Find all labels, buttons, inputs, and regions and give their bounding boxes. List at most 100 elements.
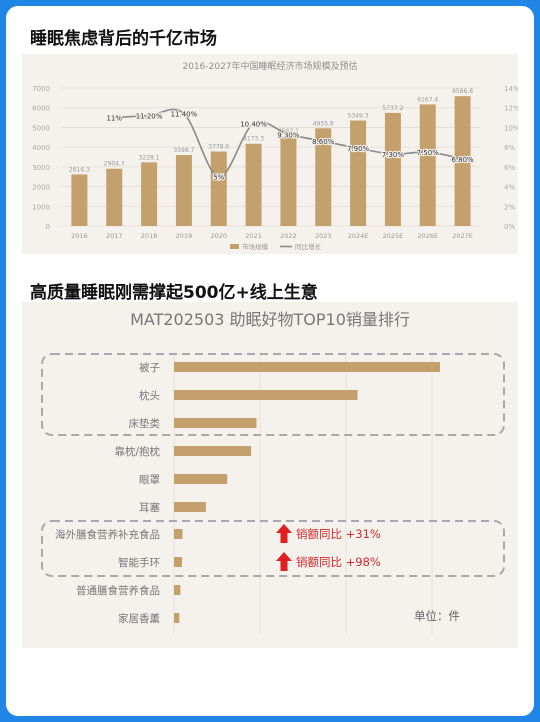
growth-rate-label: 6.80% [451,156,474,164]
category-label: 枕头 [139,389,160,402]
category-label: 耳塞 [139,501,160,514]
left-axis-tick-label: 0 [46,223,50,231]
growth-highlight-box [41,520,505,577]
growth-rate-label: 11.40% [171,111,198,119]
growth-rate-line [114,108,463,178]
x-axis-tick-label: 2020 [210,232,227,240]
right-axis-tick-label: 14% [504,85,518,93]
growth-rate-label: 11.20% [136,113,163,121]
left-axis-tick-label: 3000 [32,164,50,172]
sales-bar [174,529,183,539]
sales-bar [174,390,358,400]
category-label: 被子 [139,361,160,374]
category-label: 普通膳食营养食品 [76,584,160,597]
growth-rate-label: 9.30% [277,131,300,139]
x-axis-tick-label: 2026E [417,232,438,240]
market-size-bar [71,174,88,226]
left-axis-tick-label: 1000 [32,203,50,211]
sales-bar [174,362,440,372]
market-size-bar [419,104,436,226]
market-size-chart: 2016-2027年中国睡眠经济市场规模及预估 0 1000 2000 3000 4000… [32,60,520,251]
bar-value-label: 3598.7 [173,147,194,154]
market-size-bar [280,136,297,226]
section-heading-market: 睡眠焦虑背后的千亿市场 [30,29,217,49]
bar-value-label: 6586.8 [452,88,473,95]
right-axis-tick-label: 10% [504,124,518,132]
x-axis-tick-label: 2017 [106,232,123,240]
market-size-bar [106,168,123,226]
left-axis-tick-label: 7000 [32,85,50,93]
market-size-bar [315,128,332,226]
bar-value-label: 3228.1 [139,154,160,161]
sales-bar [174,557,182,567]
left-axis-tick-label: 2000 [32,184,50,192]
legend-label-market-size: 市场规模 [242,242,269,251]
section-heading-online: 高质量睡眠刚需撑起500亿+线上生意 [30,283,318,303]
x-axis-tick-label: 2021 [245,232,262,240]
category-label: 智能手环 [118,556,160,569]
market-size-bar [245,143,262,226]
sales-bar [174,446,252,456]
market-size-bar [454,96,471,227]
market-chart-panel: 2016-2027年中国睡眠经济市场规模及预估 0 1000 2000 3000 4000… [22,54,520,254]
left-axis-tick-label: 4000 [32,144,50,152]
growth-rate-label: 7.50% [417,149,440,157]
content-card: 睡眠焦虑背后的千亿市场 2016-2027年中国睡眠经济市场规模及预估 0 1000… [6,6,534,716]
right-axis-tick-label: 0% [504,223,515,231]
right-axis-tick-label: 6% [504,164,515,172]
market-size-bar [384,112,401,226]
right-axis-tick-label: 2% [504,203,515,211]
x-axis-tick-label: 2027E [452,232,473,240]
x-axis-tick-label: 2016 [71,232,88,240]
growth-annotation: 销额同比 +98% [296,555,381,569]
up-arrow-icon [276,524,292,543]
x-axis-tick-label: 2019 [176,232,193,240]
bar-value-label: 5349.3 [348,113,369,120]
bar-value-label: 6167.4 [417,96,438,103]
growth-rate-label: 10.40% [240,120,267,128]
legend-label-growth: 同比增长 [295,242,322,251]
market-size-bar [210,151,227,226]
top10-ranking-chart: MAT202503 助眠好物TOP10销量排行被子枕头床垫类靠枕/抱枕眼罩耳塞海… [41,310,505,634]
growth-rate-label: 7.90% [347,145,370,153]
market-size-bar [141,162,158,226]
x-axis-tick-label: 2018 [141,232,158,240]
sales-bar [174,474,228,484]
bar-value-label: 4955.8 [313,120,334,127]
left-axis-tick-label: 5000 [32,124,50,132]
x-axis-tick-label: 2023 [315,232,332,240]
bar-value-label: 2616.3 [69,166,90,173]
bar-value-label: 3778.6 [208,144,229,151]
market-size-bar [350,120,367,226]
sales-bar [174,585,181,595]
growth-annotation: 销额同比 +31% [296,527,381,541]
bar-value-label: 5737.2 [382,105,403,112]
top10-chart-panel: MAT202503 助眠好物TOP10销量排行 被子 枕头 床垫类 靠枕/抱枕 眼罩 耳塞海… [22,302,518,648]
right-axis-tick-label: 8% [504,144,515,152]
bar-value-label: 4562.1 [278,128,299,135]
left-axis-tick-label: 6000 [32,105,50,113]
top3-highlight-box [41,353,505,436]
x-axis-tick-label: 2025E [383,232,404,240]
bar-value-label: 2904.7 [104,161,125,168]
category-label: 靠枕/抱枕 [114,445,160,458]
legend-swatch-market-size [230,244,239,249]
unit-note: 单位：件 [414,609,460,623]
x-axis-tick-label: 2022 [280,232,297,240]
bar-value-label: 4173.3 [243,136,264,143]
category-label: 家居香薰 [118,612,160,625]
right-axis-tick-label: 4% [504,184,515,192]
growth-rate-label: 8.60% [312,138,335,146]
sales-bar [174,418,257,428]
sales-bar [174,502,206,512]
market-size-bar [175,155,192,226]
chart-title: 2016-2027年中国睡眠经济市场规模及预估 [182,60,357,72]
category-label: 眼罩 [139,474,160,486]
chart-title: MAT202503 助眠好物TOP10销量排行 [130,310,410,329]
up-arrow-icon [276,552,292,571]
sales-bar [174,613,180,623]
category-label: 海外膳食营养补充食品 [55,528,160,541]
growth-rate-label: 5% [213,174,224,182]
growth-rate-label: 7.30% [382,151,405,159]
x-axis-tick-label: 2024E [348,232,369,240]
